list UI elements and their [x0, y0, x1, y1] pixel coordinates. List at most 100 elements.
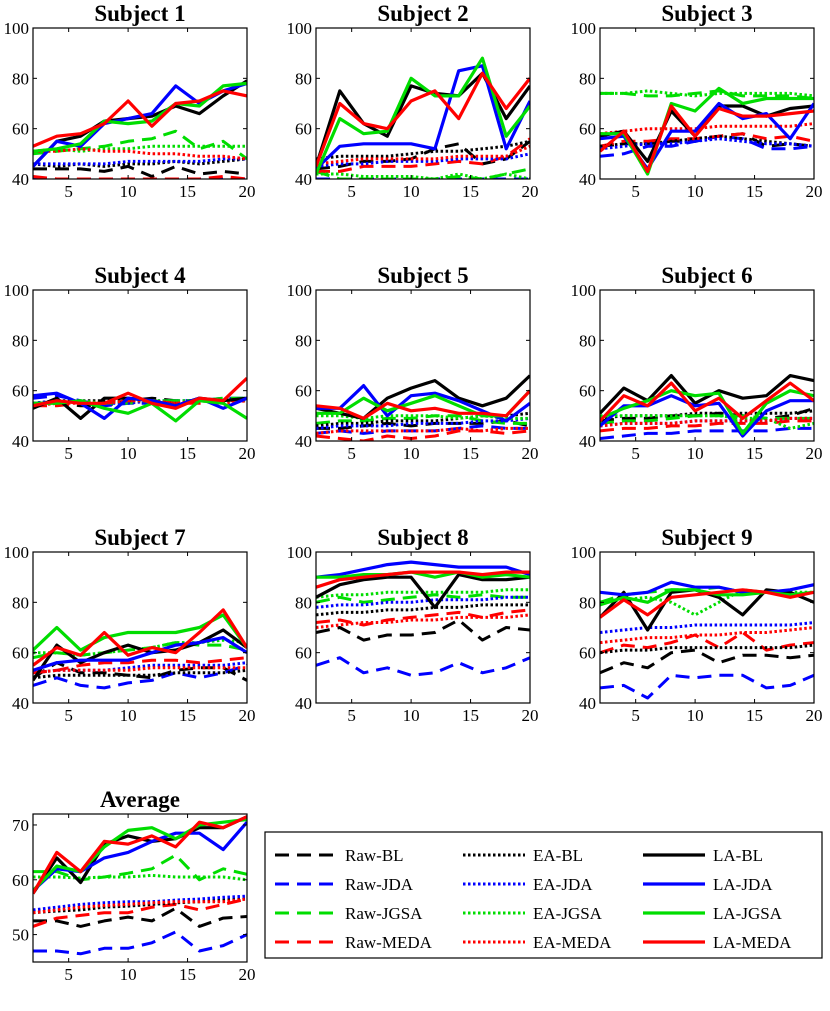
x-tick-label: 15: [746, 182, 763, 201]
x-tick-label: 15: [179, 706, 196, 725]
y-tick-label: 80: [295, 593, 312, 612]
series-line-rawjda: [600, 426, 814, 440]
series-line-eajda: [600, 621, 814, 634]
series-line-eajda: [316, 152, 530, 168]
legend-item-eajgsa: EA-JGSA: [463, 904, 603, 923]
series-line-rawjgsa: [33, 641, 247, 660]
series-line-lajgsa: [600, 389, 814, 435]
y-tick-label: 80: [12, 69, 29, 88]
legend-label: LA-MEDA: [713, 933, 792, 952]
axes-box: [599, 27, 815, 180]
series-line-eameda: [316, 613, 530, 629]
y-tick-label: 40: [579, 694, 596, 713]
y-tick-label: 60: [295, 120, 312, 139]
x-tick-label: 10: [687, 182, 704, 201]
series-line-rawmeda: [33, 656, 247, 675]
legend-item-lajgsa: LA-JGSA: [643, 904, 783, 923]
series-line-lajda: [316, 560, 530, 579]
y-tick-label: 60: [295, 644, 312, 663]
y-tick-label: 40: [579, 170, 596, 189]
y-tick-label: 60: [579, 382, 596, 401]
series-line-labl: [316, 374, 530, 420]
legend-item-labl: LA-BL: [643, 846, 763, 865]
panel-subject-2: Subject 2 5 10 15 20 40 60 80 100: [287, 1, 539, 201]
series-line-rawjgsa: [600, 89, 814, 100]
series-line-rawjda: [316, 656, 530, 677]
series-line-lameda: [33, 608, 247, 667]
axes-box: [32, 27, 248, 180]
series-line-lameda: [600, 588, 814, 619]
x-tick-label: 5: [347, 444, 356, 463]
y-tick-label: 40: [295, 170, 312, 189]
series-line-labl: [600, 374, 814, 415]
series-line-labl: [316, 572, 530, 610]
series-line-lameda: [33, 376, 247, 410]
panel-subject-8: Subject 8 5 10 15 20 40 60 80 100: [287, 525, 539, 725]
series-line-eameda: [600, 416, 814, 428]
series-line-lameda: [600, 104, 814, 173]
x-tick-label: 5: [347, 182, 356, 201]
y-tick-label: 80: [579, 331, 596, 350]
series-line-lajda: [316, 64, 530, 171]
series-line-rawjgsa: [600, 414, 814, 425]
series-line-eajda: [316, 416, 530, 430]
series-line-eajda: [33, 157, 247, 166]
series-group: [600, 580, 814, 700]
legend-label: Raw-JDA: [345, 875, 414, 894]
x-tick-label: 15: [746, 706, 763, 725]
x-tick-label: 10: [120, 706, 137, 725]
y-tick-label: 60: [579, 120, 596, 139]
y-tick-label: 100: [287, 543, 313, 562]
series-group: [316, 374, 530, 441]
legend-label: LA-BL: [713, 846, 763, 865]
x-tick-label: 15: [462, 182, 479, 201]
axes-box: [32, 289, 248, 442]
x-tick-label: 5: [64, 965, 73, 984]
y-tick-label: 40: [12, 694, 29, 713]
panel-title: Subject 2: [377, 1, 468, 26]
x-tick-label: 5: [347, 706, 356, 725]
panel-subject-9: Subject 9 5 10 15 20 40 60 80 100: [571, 525, 823, 725]
series-line-rawjda: [600, 673, 814, 700]
y-tick-label: 40: [295, 432, 312, 451]
panel-title: Subject 1: [94, 1, 185, 26]
series-line-rawmeda: [600, 631, 814, 655]
series-line-eameda: [33, 666, 247, 675]
series-group: [600, 374, 814, 440]
series-line-eabl: [316, 603, 530, 617]
axes-box: [599, 551, 815, 704]
legend-item-eajda: EA-JDA: [463, 875, 593, 894]
y-tick-label: 60: [579, 644, 596, 663]
series-line-rawmeda: [600, 132, 814, 148]
x-tick-label: 5: [64, 706, 73, 725]
x-tick-label: 10: [403, 444, 420, 463]
legend-label: LA-JGSA: [713, 904, 783, 923]
legend-label: EA-MEDA: [533, 933, 612, 952]
y-tick-label: 80: [295, 331, 312, 350]
x-tick-label: 20: [806, 182, 823, 201]
series-group: [600, 86, 814, 176]
panel-title: Subject 3: [661, 1, 752, 26]
series-line-rawjgsa: [316, 414, 530, 425]
x-tick-label: 20: [806, 444, 823, 463]
series-line-rawjgsa: [316, 167, 530, 179]
series-line-eajgsa: [600, 89, 814, 98]
x-tick-label: 5: [631, 182, 640, 201]
y-tick-label: 40: [295, 694, 312, 713]
x-tick-label: 5: [64, 444, 73, 463]
panel-subject-1: Subject 1 5 10 15 20 40 60 80 100: [4, 1, 256, 201]
series-line-lameda: [33, 89, 247, 148]
y-tick-label: 70: [12, 816, 29, 835]
x-tick-label: 10: [687, 444, 704, 463]
panel-subject-4: Subject 4 5 10 15 20 40 60 80 100: [4, 263, 256, 463]
y-tick-label: 80: [295, 69, 312, 88]
series-line-rawjda: [33, 663, 247, 690]
series-line-eameda: [600, 122, 814, 136]
series-line-eajgsa: [600, 414, 814, 430]
legend-label: Raw-MEDA: [345, 933, 433, 952]
series-group: [33, 608, 247, 690]
series-line-rawjda: [600, 134, 814, 158]
y-tick-label: 50: [12, 926, 29, 945]
x-tick-label: 20: [239, 444, 256, 463]
series-line-lameda: [316, 570, 530, 589]
